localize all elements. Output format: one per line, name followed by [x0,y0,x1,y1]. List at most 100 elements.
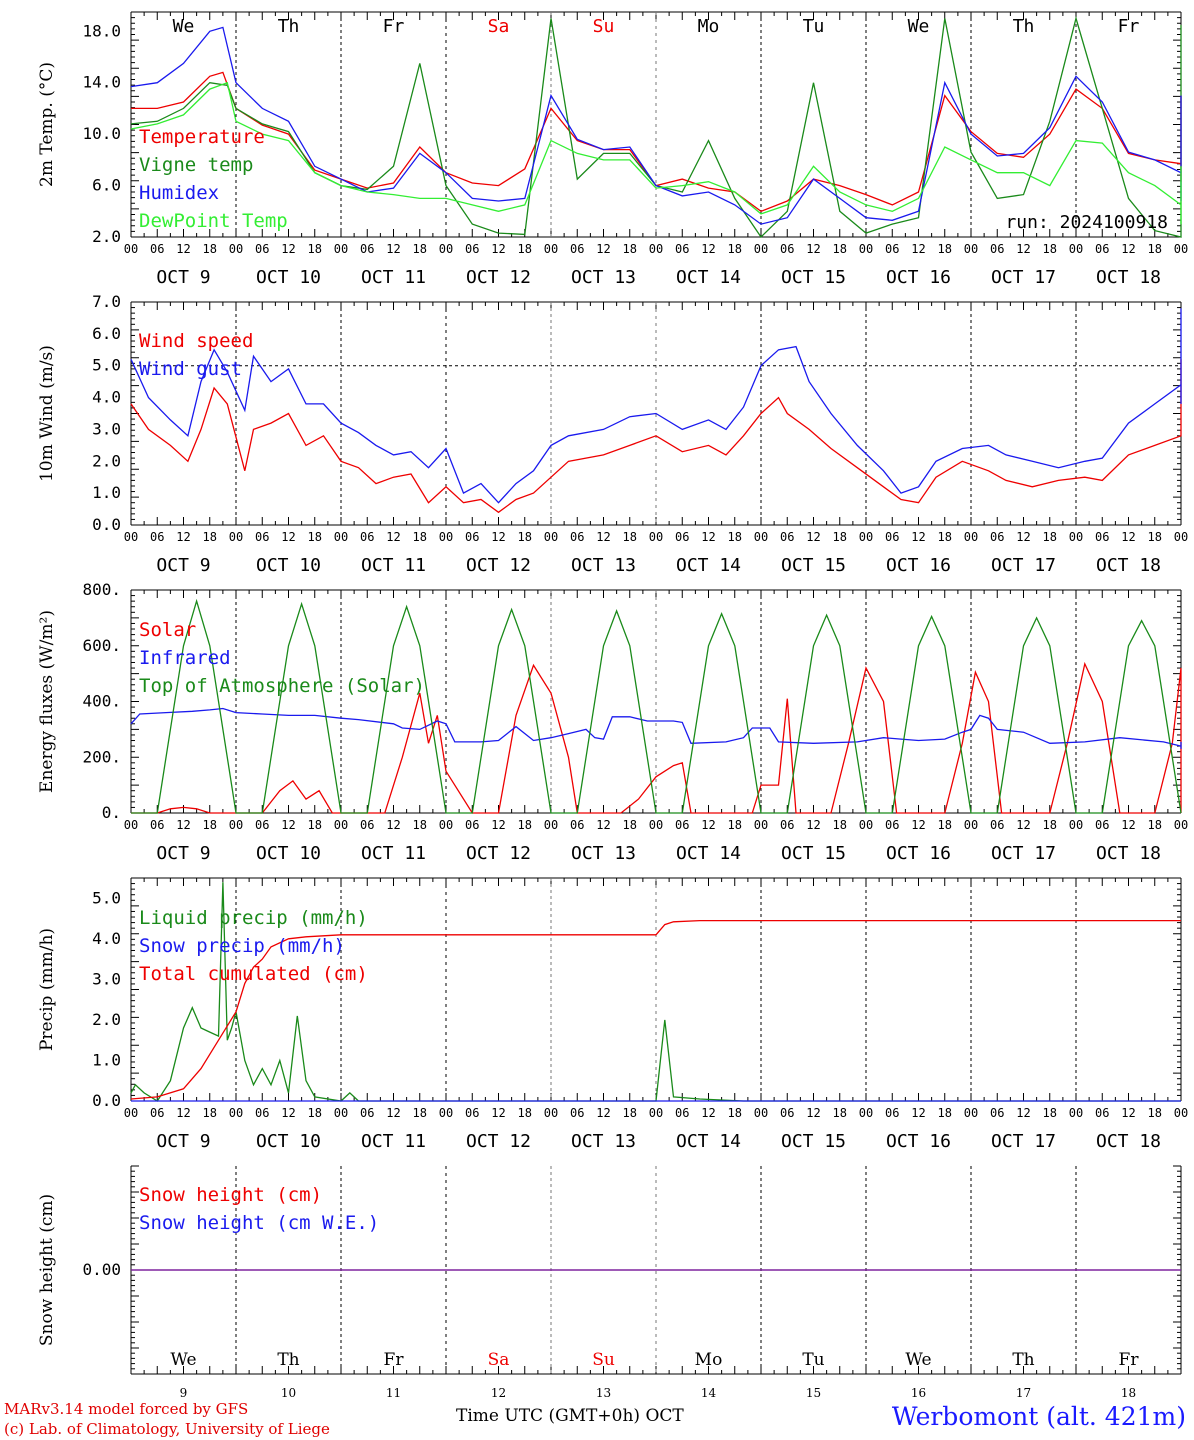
x-hour-label: 00 [544,242,558,256]
x-hour-label: 00 [1174,818,1188,832]
x-hour-label: 00 [649,530,663,544]
series-line-4 [130,81,1182,225]
x-day-label: OCT 14 [676,843,741,864]
x-hour-label: 18 [203,1106,217,1120]
y-tick-label: 5.0 [92,888,121,907]
y-tick-label: 0.00 [82,1260,121,1279]
x-hour-label: 06 [675,1106,689,1120]
x-day-label: OCT 17 [991,843,1056,864]
y-tick-label: 3.0 [92,969,121,988]
x-hour-label: 06 [570,1106,584,1120]
x-day-label: OCT 14 [676,267,741,288]
x-hour-label: 00 [124,1106,138,1120]
legend-entry: Total cumulated (cm) [139,963,368,985]
x-day-label: OCT 12 [466,843,531,864]
x-day-label: OCT 18 [1096,1131,1161,1152]
panel-4: 0.0 1.0 2.0 3.0 4.0 5.0 Precip (mm/h) 00 06 12 18 O… [37,877,1188,1152]
x-hour-label: 06 [675,818,689,832]
x-hour-label: 06 [465,1106,479,1120]
x-hour-label: 06 [1095,530,1109,544]
weekday-label: We [908,16,930,37]
x-hour-label: 06 [885,530,899,544]
weekday-label: Th [278,16,300,37]
series-line-1 [130,359,1182,514]
x-day-label: OCT 14 [676,1131,741,1152]
x-hour-label: 18 [833,1106,847,1120]
x-day-label: OCT 15 [781,843,846,864]
y-axis-label: 10m Wind (m/s) [37,345,57,482]
y-tick-label: 14.0 [82,73,121,92]
x-hour-label: 00 [859,1106,873,1120]
x-hour-label: 12 [911,1106,925,1120]
x-day-label: OCT 10 [256,267,321,288]
panel-3: 0. 200. 400. 600. 800. Energy fluxes (W/m²) 00… [37,580,1188,864]
x-hour-label: 00 [439,242,453,256]
x-hour-label: 12 [1016,530,1030,544]
x-hour-label: 12 [806,1106,820,1120]
bottom-weekday-label: Su [592,1350,615,1370]
x-day-label: OCT 11 [361,1131,426,1152]
x-hour-label: 12 [281,1106,295,1120]
x-hour-label: 18 [623,242,637,256]
x-hour-label: 18 [518,818,532,832]
x-hour-label: 18 [308,530,322,544]
x-hour-label: 12 [491,818,505,832]
legend-entry: Humidex [139,182,219,204]
y-tick-label: 0.0 [92,1091,121,1110]
x-hour-label: 18 [203,242,217,256]
x-hour-label: 12 [701,242,715,256]
x-hour-label: 12 [176,1106,190,1120]
x-axis-month: OCT [645,1406,684,1426]
x-hour-label: 06 [780,530,794,544]
x-hour-label: 00 [964,818,978,832]
x-hour-label: 00 [859,530,873,544]
x-hour-label: 06 [360,242,374,256]
x-hour-label: 18 [203,530,217,544]
series-line-3 [130,26,1182,225]
legend-entry: Wind gust [139,358,242,380]
y-tick-label: 18.0 [82,21,121,40]
bottom-weekday-label: Sa [488,1350,510,1370]
x-hour-label: 18 [728,242,742,256]
weekday-label: Fr [383,16,405,37]
weekday-label: Fr [1118,16,1140,37]
x-hour-label: 12 [491,1106,505,1120]
x-hour-label: 18 [833,530,847,544]
x-hour-label: 00 [1174,530,1188,544]
x-hour-label: 00 [1069,530,1083,544]
y-tick-label: 800. [82,580,121,599]
x-hour-label: 18 [413,1106,427,1120]
x-hour-label: 18 [1148,818,1162,832]
x-hour-label: 00 [754,242,768,256]
bottom-weekday-label: Fr [1119,1350,1140,1370]
x-hour-label: 12 [596,1106,610,1120]
x-hour-label: 18 [938,818,952,832]
x-hour-label: 00 [334,530,348,544]
bottom-day-number: 18 [1121,1386,1136,1400]
x-hour-label: 12 [386,242,400,256]
x-hour-label: 00 [964,530,978,544]
x-hour-label: 00 [544,530,558,544]
x-hour-label: 06 [465,818,479,832]
x-hour-label: 18 [518,242,532,256]
bottom-day-number: 14 [701,1386,717,1400]
x-hour-label: 06 [255,1106,269,1120]
weekday-label: Mo [698,16,720,37]
x-hour-label: 12 [386,530,400,544]
x-hour-label: 12 [806,530,820,544]
y-tick-label: 2.0 [92,227,121,246]
x-day-label: OCT 17 [991,267,1056,288]
x-hour-label: 12 [491,242,505,256]
x-day-label: OCT 11 [361,555,426,576]
x-hour-label: 18 [833,818,847,832]
x-hour-label: 00 [649,818,663,832]
series-line-3 [130,919,1181,1100]
x-hour-label: 00 [229,818,243,832]
y-tick-label: 4.0 [92,388,121,407]
x-hour-label: 18 [623,530,637,544]
x-hour-label: 00 [1069,242,1083,256]
bottom-day-number: 13 [596,1386,611,1400]
panel-1: 2.0 6.0 10.0 14.0 18.0 2m Temp. (°C) 00 06 12 18 O… [37,11,1188,288]
x-day-label: OCT 13 [571,843,636,864]
x-day-label: OCT 10 [256,555,321,576]
